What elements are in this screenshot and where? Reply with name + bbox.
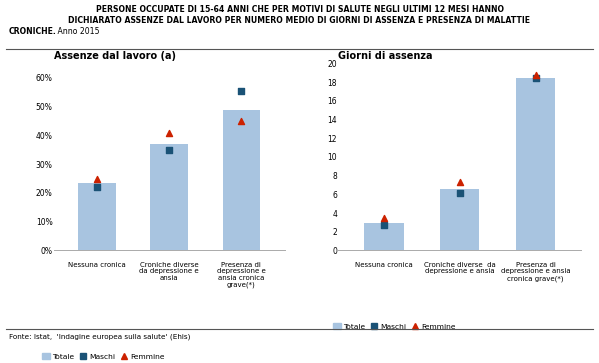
Text: CRONICHE.: CRONICHE. [9,27,57,36]
Text: Giorni di assenza: Giorni di assenza [338,51,433,61]
Bar [78,183,116,250]
Legend: Totale, Maschi, Femmine: Totale, Maschi, Femmine [330,321,458,333]
Bar [223,110,260,250]
Point [92,184,102,189]
Point [531,75,540,81]
Text: Anno 2015: Anno 2015 [55,27,99,36]
Point [92,176,102,182]
Point [237,118,246,124]
Legend: Totale, Maschi, Femmine: Totale, Maschi, Femmine [39,350,168,363]
Text: Fonte: Istat,  'Indagine europea sulla salute' (Ehis): Fonte: Istat, 'Indagine europea sulla sa… [9,333,190,340]
Point [164,130,174,135]
Point [237,89,246,94]
Point [531,72,540,78]
Point [455,179,465,185]
Point [379,215,389,221]
Bar [440,189,479,250]
Bar [150,144,188,250]
Text: Assenze dal lavoro (a): Assenze dal lavoro (a) [54,51,176,61]
Bar [516,78,555,250]
Point [455,191,465,196]
Point [164,147,174,153]
Text: DICHIARATO ASSENZE DAL LAVORO PER NUMERO MEDIO DI GIORNI DI ASSENZA E PRESENZA D: DICHIARATO ASSENZE DAL LAVORO PER NUMERO… [68,16,531,25]
Bar [364,223,404,250]
Text: PERSONE OCCUPATE DI 15-64 ANNI CHE PER MOTIVI DI SALUTE NEGLI ULTIMI 12 MESI HAN: PERSONE OCCUPATE DI 15-64 ANNI CHE PER M… [95,5,504,15]
Point [379,222,389,228]
